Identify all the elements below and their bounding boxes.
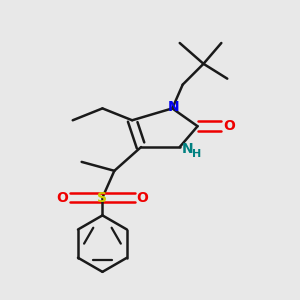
Text: O: O	[223, 119, 235, 133]
Text: N: N	[168, 100, 180, 114]
Text: O: O	[136, 190, 148, 205]
Text: O: O	[56, 190, 68, 205]
Text: H: H	[192, 149, 202, 160]
Text: N: N	[181, 142, 193, 156]
Text: S: S	[98, 190, 107, 205]
